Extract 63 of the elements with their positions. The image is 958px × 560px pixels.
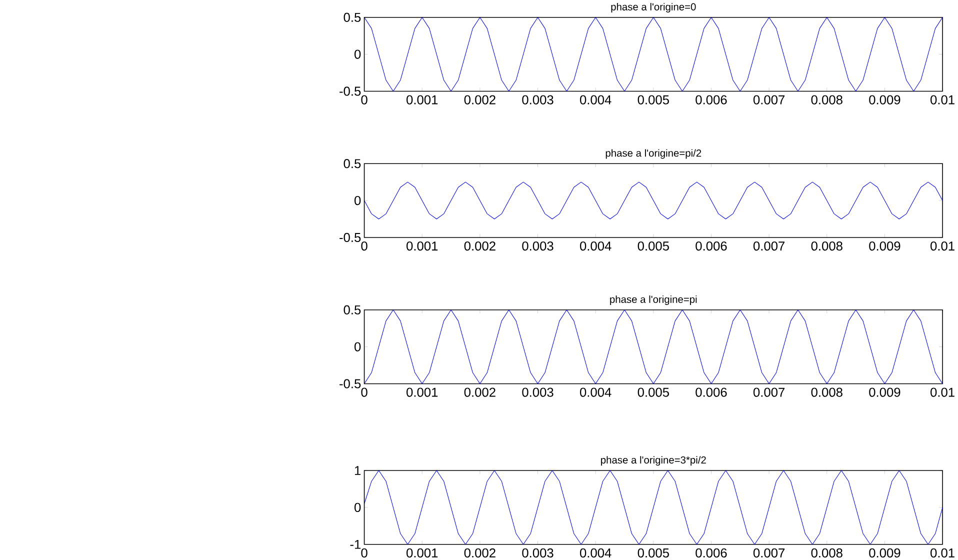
y-tick-label: -1 — [350, 540, 361, 549]
y-tick-label: 0 — [354, 50, 361, 59]
chart-title: phase a l'origine=0 — [611, 2, 696, 12]
x-tick-label: 0.002 — [464, 95, 496, 104]
x-tick-label: 0.004 — [580, 388, 612, 397]
y-tick-label: 0.5 — [344, 12, 361, 22]
x-tick-label: 0.006 — [696, 388, 727, 397]
line-series — [364, 470, 943, 544]
x-tick-label: 0.004 — [580, 95, 612, 104]
x-tick-label: 0.005 — [638, 548, 669, 558]
x-tick-label: 0.003 — [522, 241, 554, 250]
chart-title: phase a l'origine=pi/2 — [606, 148, 702, 158]
x-tick-label: 0.001 — [406, 548, 438, 558]
x-tick-label: 0.004 — [580, 548, 612, 558]
x-tick-label: 0.003 — [522, 548, 554, 558]
y-tick-label: 1 — [354, 466, 361, 475]
x-tick-label: 0.006 — [696, 95, 727, 104]
x-tick-label: 0.006 — [696, 241, 727, 250]
y-tick-label: 0.5 — [344, 305, 361, 314]
y-tick-label: -0.5 — [340, 378, 361, 388]
y-tick-label: -0.5 — [340, 232, 361, 242]
x-tick-label: 0.001 — [406, 241, 438, 250]
x-tick-label: 0.01 — [930, 95, 954, 104]
y-tick-label: -0.5 — [340, 86, 361, 96]
y-tick-label: 0 — [354, 502, 361, 512]
x-tick-label: 0.001 — [406, 388, 438, 397]
x-tick-label: 0.005 — [638, 95, 669, 104]
x-tick-label: 0.005 — [638, 241, 669, 250]
line-series — [364, 17, 943, 92]
x-tick-label: 0.002 — [464, 548, 496, 558]
x-tick-label: 0.009 — [869, 548, 900, 558]
x-tick-label: 0.001 — [406, 95, 438, 104]
x-tick-label: 0 — [361, 241, 368, 250]
x-tick-label: 0.006 — [696, 548, 727, 558]
x-tick-label: 0.008 — [811, 95, 842, 104]
chart-title: phase a l'origine=3*pi/2 — [601, 456, 706, 466]
x-tick-label: 0.005 — [638, 388, 669, 397]
x-tick-label: 0.007 — [753, 241, 785, 250]
x-tick-label: 0 — [361, 548, 368, 558]
x-tick-label: 0.01 — [930, 548, 954, 558]
x-tick-label: 0.007 — [753, 548, 785, 558]
x-tick-label: 0.002 — [464, 241, 496, 250]
x-tick-label: 0 — [361, 388, 368, 397]
x-tick-label: 0.003 — [522, 388, 554, 397]
x-tick-label: 0.008 — [811, 548, 842, 558]
x-tick-label: 0.009 — [869, 388, 900, 397]
x-tick-label: 0.007 — [753, 388, 785, 397]
y-tick-label: 0 — [354, 342, 361, 352]
line-series — [364, 310, 943, 384]
x-tick-label: 0.002 — [464, 388, 496, 397]
x-tick-label: 0.004 — [580, 241, 612, 250]
x-tick-label: 0 — [361, 95, 368, 104]
x-tick-label: 0.01 — [930, 241, 954, 250]
x-tick-label: 0.007 — [753, 95, 785, 104]
x-tick-label: 0.01 — [930, 388, 954, 397]
x-tick-label: 0.008 — [811, 388, 842, 397]
y-tick-label: 0.5 — [344, 158, 361, 168]
x-tick-label: 0.009 — [869, 95, 900, 104]
x-tick-label: 0.008 — [811, 241, 842, 250]
x-tick-label: 0.003 — [522, 95, 554, 104]
chart-title: phase a l'origine=pi — [610, 295, 697, 305]
y-tick-label: 0 — [354, 196, 361, 205]
x-tick-label: 0.009 — [869, 241, 900, 250]
